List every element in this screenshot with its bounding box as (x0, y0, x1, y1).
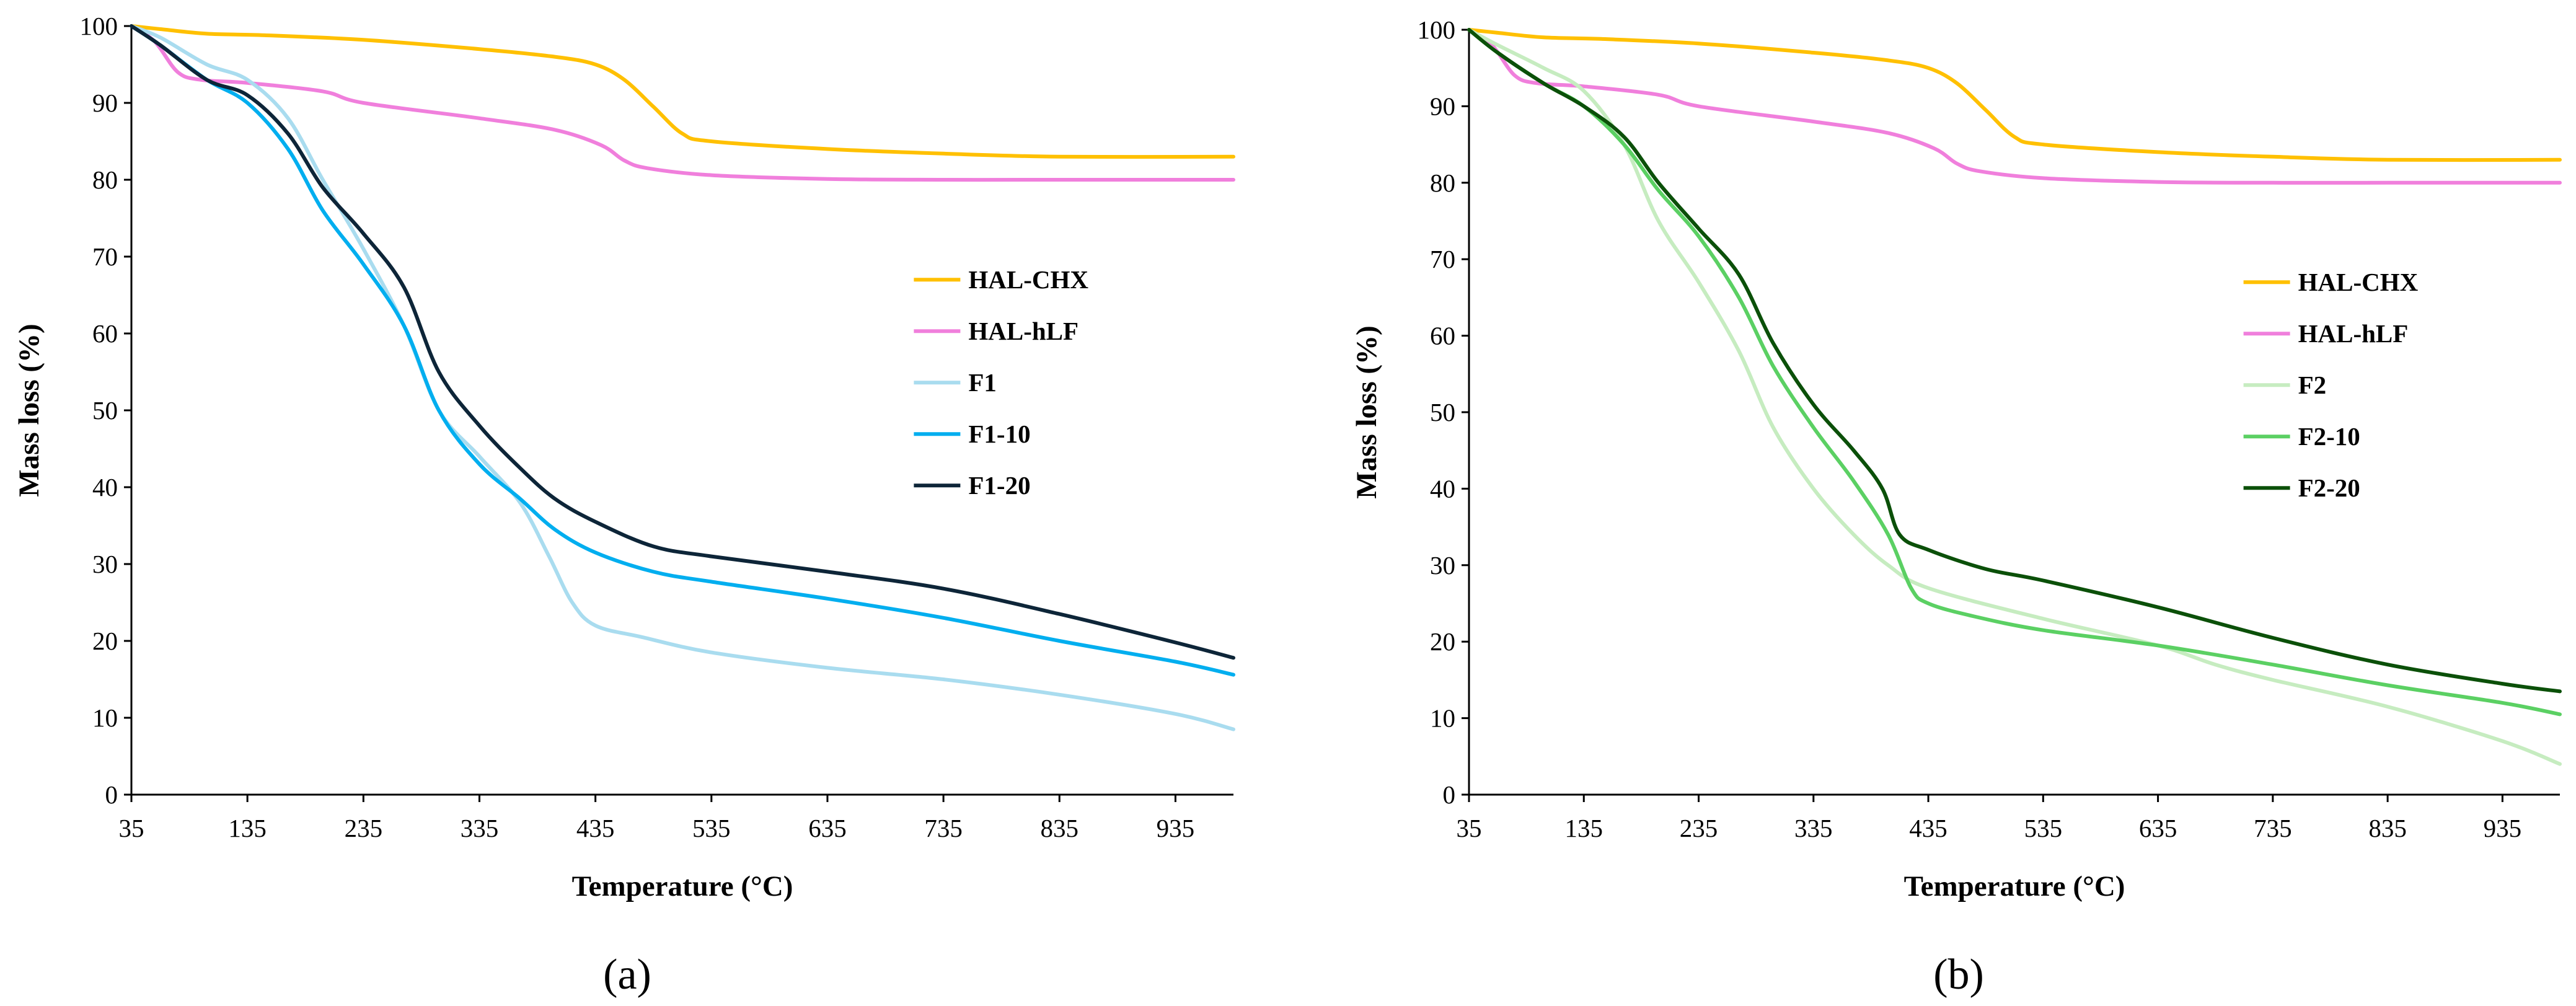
y-tick-label: 10 (92, 704, 118, 732)
y-tick-label: 70 (1430, 245, 1455, 273)
y-axis-label: Mass loss (%) (13, 324, 45, 496)
x-tick-label: 735 (924, 814, 963, 842)
x-tick-label: 135 (228, 814, 267, 842)
y-tick-label: 0 (105, 780, 118, 809)
y-tick-label: 100 (1418, 15, 1456, 44)
x-tick-label: 435 (1909, 814, 1947, 842)
legend-label-f1-10: F1-10 (968, 420, 1030, 448)
series-line-f2-20 (1467, 28, 2562, 694)
x-tick-label: 235 (1680, 814, 1718, 842)
y-tick-label: 90 (1430, 92, 1455, 120)
y-tick-label: 30 (92, 550, 118, 578)
panel-a: 0 10 20 30 40 50 60 70 80 90 100 35 135 235 335 435 535 6… (13, 12, 1235, 999)
x-tick-label: 535 (2024, 814, 2063, 842)
series-line-hal-hlf (1467, 28, 2562, 185)
x-tick-label: 735 (2254, 814, 2292, 842)
x-tick-label: 35 (119, 814, 144, 842)
x-tick-label: 435 (576, 814, 615, 842)
x-tick-label: 335 (461, 814, 499, 842)
x-tick-label: 835 (2368, 814, 2407, 842)
y-tick-label: 80 (92, 165, 118, 194)
y-tick-label: 30 (1430, 551, 1455, 580)
panel-label: (b) (1933, 951, 1984, 999)
y-tick-label: 10 (1430, 704, 1455, 733)
x-tick-label: 635 (808, 814, 847, 842)
x-tick-label: 235 (345, 814, 383, 842)
panel-label: (a) (603, 951, 651, 999)
y-axis-label: Mass loss (%) (1351, 325, 1383, 498)
legend-label-f1: F1 (968, 368, 997, 397)
panel-b: 0 10 20 30 40 50 60 70 80 90 100 35 135 235 335 435 535 6… (1351, 15, 2562, 999)
y-tick-label: 0 (1443, 780, 1456, 809)
series-line-hal-chx (1467, 28, 2562, 162)
legend-label-f2-20: F2-20 (2298, 474, 2360, 502)
legend-label-f1-20: F1-20 (968, 471, 1030, 500)
y-tick-label: 20 (1430, 627, 1455, 656)
series-line-f2 (1467, 28, 2562, 766)
x-tick-label: 635 (2139, 814, 2177, 842)
series-line-hal-hlf (130, 24, 1235, 182)
y-tick-label: 70 (92, 242, 118, 271)
x-axis-label: Temperature (°C) (572, 870, 793, 902)
y-tick-label: 80 (1430, 169, 1455, 197)
x-tick-label: 535 (692, 814, 731, 842)
x-axis-label: Temperature (°C) (1904, 870, 2125, 902)
y-tick-label: 60 (92, 319, 118, 348)
y-tick-label: 100 (80, 12, 118, 40)
y-tick-label: 90 (92, 89, 118, 117)
legend-label-hal-hlf: HAL-hLF (2298, 319, 2409, 348)
legend-label-hal-chx: HAL-CHX (2298, 268, 2419, 296)
y-tick-label: 20 (92, 627, 118, 655)
x-tick-label: 935 (2484, 814, 2522, 842)
legend-label-hal-hlf: HAL-hLF (968, 317, 1078, 345)
y-tick-label: 40 (1430, 474, 1455, 503)
y-tick-label: 60 (1430, 322, 1455, 350)
x-tick-label: 835 (1041, 814, 1079, 842)
x-tick-label: 335 (1794, 814, 1833, 842)
series-line-hal-chx (130, 24, 1235, 159)
x-tick-label: 35 (1457, 814, 1482, 842)
y-tick-label: 50 (92, 396, 118, 425)
legend-label-f2-10: F2-10 (2298, 422, 2360, 451)
series-line-f1-20 (130, 24, 1235, 660)
series-line-f1-10 (130, 24, 1235, 677)
legend-label-hal-chx: HAL-CHX (968, 265, 1088, 294)
series-line-f2-10 (1467, 28, 2562, 717)
y-tick-label: 40 (92, 473, 118, 501)
series-line-f1 (130, 24, 1235, 731)
x-tick-label: 135 (1565, 814, 1603, 842)
x-tick-label: 935 (1157, 814, 1195, 842)
y-tick-label: 50 (1430, 398, 1455, 426)
legend-label-f2: F2 (2298, 371, 2327, 399)
